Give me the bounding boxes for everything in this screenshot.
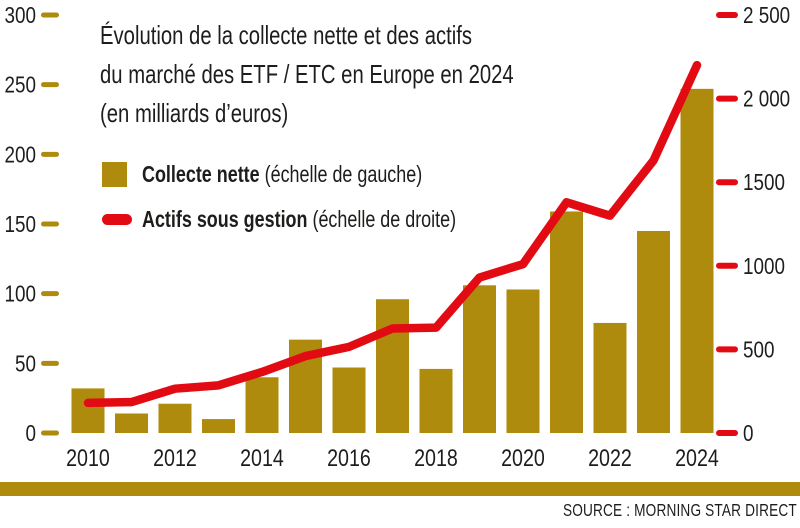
x-axis-label-2018: 2018 — [414, 444, 458, 471]
right-axis-tick-label: 1000 — [743, 254, 785, 279]
left-axis-tick-label: 300 — [5, 3, 36, 28]
legend-label-suffix: (échelle de droite) — [307, 205, 457, 232]
bar-2023 — [637, 230, 670, 433]
legend-label-bold: Collecte nette — [142, 160, 260, 187]
left-axis-tick-label: 250 — [5, 73, 36, 98]
left-axis-tick-label: 200 — [5, 143, 36, 168]
bar-2011 — [115, 413, 148, 433]
left-axis-tick-label: 50 — [15, 352, 36, 377]
chart-legend: Collecte nette (échelle de gauche) Actif… — [102, 160, 545, 250]
legend-label-collecte-nette: Collecte nette (échelle de gauche) — [142, 161, 422, 188]
aum-line — [83, 60, 702, 408]
right-axis-tick-label: 2 500 — [743, 3, 790, 28]
chart-title-line3: (en milliards d’euros) — [100, 98, 289, 128]
right-axis-tick — [716, 179, 738, 186]
bar-2013 — [202, 419, 235, 433]
bar-2018 — [419, 368, 453, 433]
bar-2024 — [680, 88, 714, 433]
left-axis-tick-label: 0 — [26, 421, 36, 446]
right-axis-tick-label: 500 — [743, 338, 774, 363]
line-series-swatch-icon — [102, 213, 132, 225]
legend-item-collecte-nette: Collecte nette (échelle de gauche) — [102, 160, 545, 188]
bottom-divider-band — [0, 482, 800, 496]
right-axis-tick — [716, 346, 738, 353]
bar-2014 — [245, 377, 279, 433]
x-axis-label-2016: 2016 — [327, 444, 371, 471]
left-axis-tick-label: 100 — [5, 282, 36, 307]
x-axis-label-2024: 2024 — [675, 444, 719, 471]
left-axis-tick — [41, 12, 59, 18]
chart-title-line1: Évolution de la collecte nette et des ac… — [100, 20, 473, 50]
right-axis-tick — [716, 95, 738, 102]
source-credit: SOURCE : MORNING STAR DIRECT — [497, 500, 797, 521]
bar-2010 — [71, 388, 105, 433]
x-axis-label-2010: 2010 — [66, 444, 110, 471]
left-axis-tick — [41, 82, 59, 88]
left-axis-tick — [41, 291, 59, 297]
left-axis-tick — [41, 430, 59, 436]
bar-2017 — [376, 299, 409, 433]
legend-label-suffix: (échelle de gauche) — [259, 160, 423, 187]
right-axis-tick-label: 2 000 — [743, 87, 790, 112]
left-axis-tick — [41, 151, 59, 157]
bar-2021 — [550, 211, 583, 433]
bar-2022 — [593, 322, 627, 433]
right-axis-tick — [716, 262, 738, 269]
left-axis-tick — [41, 221, 59, 227]
x-axis-label-2022: 2022 — [588, 444, 632, 471]
right-axis-tick-label: 0 — [743, 421, 753, 446]
x-axis-label-2012: 2012 — [153, 444, 197, 471]
bar-2016 — [332, 367, 366, 433]
chart-title: Évolution de la collecte nette et des ac… — [100, 16, 630, 133]
right-axis-tick-label: 1500 — [743, 171, 785, 196]
bar-2012 — [158, 403, 192, 433]
right-axis-tick — [716, 12, 738, 18]
source-credit-text: SOURCE : MORNING STAR DIRECT — [563, 500, 797, 520]
bar-2019 — [463, 285, 496, 433]
x-axis-label-2014: 2014 — [240, 444, 284, 471]
legend-label-actifs-sous-gestion: Actifs sous gestion (échelle de droite) — [142, 206, 456, 233]
bar-series-swatch-icon — [102, 161, 127, 187]
legend-label-bold: Actifs sous gestion — [142, 205, 308, 232]
x-axis-label-2020: 2020 — [501, 444, 545, 471]
right-axis-tick — [716, 430, 738, 436]
left-axis-tick-label: 150 — [5, 212, 36, 237]
chart-title-line2: du marché des ETF / ETC en Europe en 202… — [100, 59, 514, 89]
left-axis-tick — [41, 360, 59, 366]
legend-item-actifs-sous-gestion: Actifs sous gestion (échelle de droite) — [102, 205, 545, 233]
bar-2020 — [506, 289, 540, 433]
